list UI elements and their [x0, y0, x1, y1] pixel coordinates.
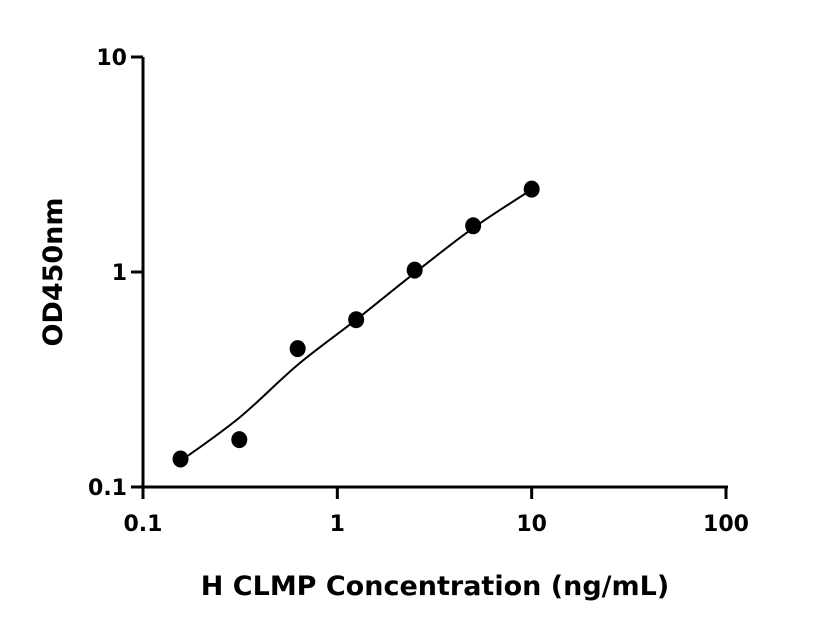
data-point	[289, 340, 306, 358]
y-tick-label: 0.1	[88, 476, 127, 501]
data-point	[465, 217, 482, 235]
x-tick-label: 10	[516, 512, 547, 537]
data-point	[406, 261, 423, 279]
x-tick-label: 1	[330, 512, 345, 537]
data-point	[231, 431, 248, 449]
x-tick-label: 0.1	[124, 512, 163, 537]
data-point	[523, 180, 540, 198]
data-point	[172, 450, 189, 468]
x-tick-label: 100	[703, 512, 749, 537]
y-tick-label: 1	[112, 261, 127, 286]
data-point	[348, 311, 365, 329]
data-points	[172, 180, 540, 468]
axes: 0.1 1 10 100 0.1 1 10	[88, 46, 749, 537]
x-axis-label: H CLMP Concentration (ng/mL)	[201, 571, 669, 602]
y-axis-label: OD450nm	[38, 197, 69, 346]
y-tick-label: 10	[96, 46, 127, 71]
